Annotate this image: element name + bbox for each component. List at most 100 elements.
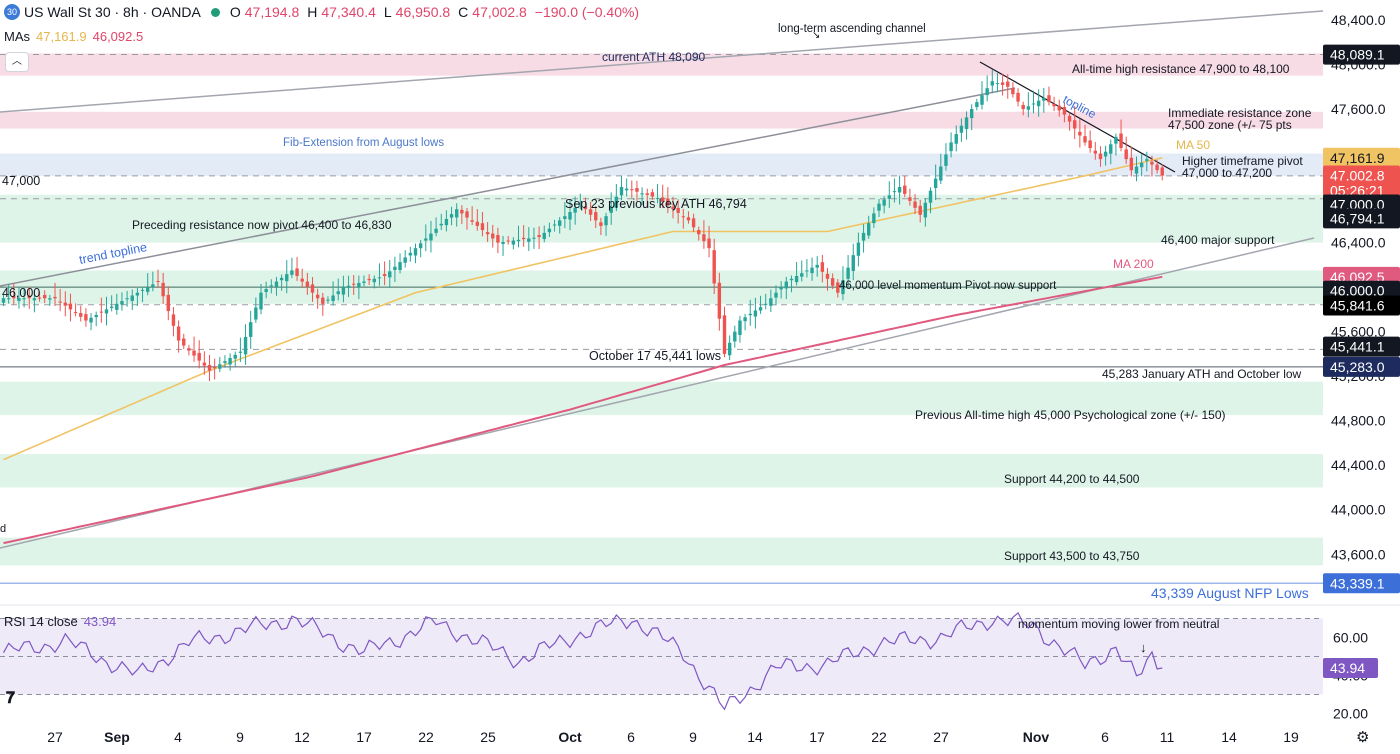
candle-body <box>418 243 423 249</box>
major-support-label: 46,400 major support <box>1161 233 1275 247</box>
candle-body <box>475 221 479 226</box>
price-tag: 45,441.1 <box>1323 336 1400 357</box>
candle-body <box>954 134 958 144</box>
time-tick-label: Oct <box>558 729 582 745</box>
candle-body <box>1155 164 1159 171</box>
candle-body <box>867 223 871 236</box>
channel-arrow-icon: ↘ <box>812 30 820 41</box>
candle-body <box>815 264 819 268</box>
candle-body <box>130 295 134 301</box>
candle-body <box>640 193 644 195</box>
tradingview-logo[interactable]: 𝟕 <box>6 690 15 707</box>
candle-body <box>892 191 897 193</box>
price-tick-label: 44,000.0 <box>1331 502 1386 518</box>
main-plot <box>0 10 1323 585</box>
candle-body <box>1088 140 1092 148</box>
price-tick-label: 45,600.0 <box>1331 324 1386 340</box>
candle-body <box>846 267 850 279</box>
ma-legend[interactable]: MAs 47,161.9 46,092.5 <box>4 29 144 44</box>
price-tag-bg <box>1323 165 1400 186</box>
price-tick-label: 44,800.0 <box>1331 413 1386 429</box>
candle-body <box>928 190 933 203</box>
candle-body <box>661 197 665 202</box>
candle-body <box>140 289 145 291</box>
symbol-title[interactable]: US Wall St 30 · 8h · OANDA <box>24 4 201 20</box>
nfp-lows-label: 43,339 August NFP Lows <box>1151 585 1309 601</box>
candle-body <box>1 298 6 303</box>
candle-body <box>1026 106 1031 110</box>
candle-body <box>315 294 320 299</box>
low-value: 46,950.8 <box>395 4 451 20</box>
candle-body <box>882 199 886 206</box>
candle-body <box>825 273 830 279</box>
candle-body <box>290 270 294 275</box>
candle-body <box>439 223 443 226</box>
candle-body <box>506 240 510 242</box>
price-tag-label: 45,283.0 <box>1330 359 1385 375</box>
candle-body <box>187 348 191 351</box>
time-tick-label: 11 <box>1160 729 1175 745</box>
candle-body <box>146 287 150 292</box>
rsi-tick-label: 20.00 <box>1333 706 1368 722</box>
high-value: 47,340.4 <box>321 4 376 20</box>
candle-body <box>367 278 371 281</box>
candle-body <box>243 336 248 355</box>
price-tag-bg <box>1323 295 1400 316</box>
ma200-annotation: MA 200 <box>1113 257 1154 271</box>
candle-body <box>48 298 52 300</box>
candle-body <box>115 303 119 310</box>
candle-body <box>913 201 917 208</box>
candle-body <box>135 292 140 296</box>
candle-body <box>830 278 835 286</box>
price-tag-label: 45,841.6 <box>1330 297 1385 313</box>
settings-gear-icon[interactable]: ⚙ <box>1356 729 1370 746</box>
momentum-pivot-label: 46,000 level momentum Pivot now support <box>839 280 1057 292</box>
candle-body <box>197 352 201 361</box>
collapse-legend-button[interactable]: ︿ <box>5 52 29 72</box>
candle-body <box>959 125 964 133</box>
time-tick-label: 9 <box>236 729 244 745</box>
support-43500-zone <box>0 537 1323 566</box>
candle-body <box>532 237 536 239</box>
candle-body <box>79 313 83 317</box>
candle-body <box>429 233 433 241</box>
candle-body <box>305 281 310 288</box>
candle-body <box>6 298 11 300</box>
candle-body <box>465 211 469 218</box>
time-tick-label: 25 <box>480 729 496 745</box>
candle-body <box>1145 159 1149 161</box>
candle-body <box>516 239 521 242</box>
candle-body <box>645 193 649 195</box>
time-tick-label: Nov <box>1023 729 1050 745</box>
candle-body <box>1057 105 1061 111</box>
candle-body <box>753 310 758 317</box>
oct17-lows-label: October 17 45,441 lows <box>589 349 721 363</box>
candle-body <box>310 284 315 293</box>
candle-body <box>933 178 938 188</box>
candle-body <box>346 285 351 288</box>
candle-body <box>635 188 639 192</box>
candle-body <box>1124 149 1128 160</box>
candle-body <box>1103 151 1108 157</box>
candle-body <box>897 186 902 193</box>
candle-body <box>918 205 922 215</box>
candle-body <box>460 209 464 214</box>
candle-body <box>1109 144 1113 154</box>
candle-body <box>712 250 716 284</box>
candle-body <box>249 322 253 337</box>
candle-body <box>980 95 984 105</box>
preceding-pivot-label: Preceding resistance now pivot 46,400 to… <box>132 218 392 232</box>
candle-body <box>254 307 258 320</box>
candle-body <box>43 294 47 299</box>
candle-body <box>1114 136 1118 144</box>
price-tag: 45,841.6 <box>1323 295 1400 316</box>
candle-body <box>686 217 691 221</box>
candle-body <box>372 278 376 283</box>
candle-body <box>1036 100 1041 107</box>
rsi-legend[interactable]: RSI 14 close 43.94 <box>4 614 117 629</box>
candle-body <box>511 240 516 245</box>
candle-body <box>341 287 346 295</box>
time-tick-label: 6 <box>627 729 635 745</box>
price-tag-label: 43,339.1 <box>1330 575 1385 591</box>
